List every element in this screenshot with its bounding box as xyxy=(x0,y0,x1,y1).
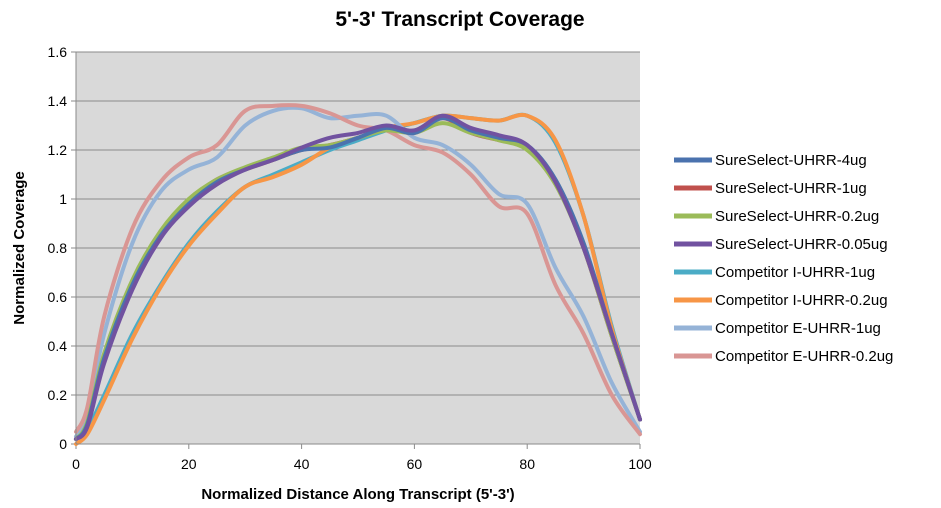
x-tick-label: 60 xyxy=(407,456,423,472)
x-tick-label: 100 xyxy=(628,456,652,472)
y-tick-label: 0 xyxy=(59,436,67,452)
legend-item: Competitor E-UHRR-0.2ug xyxy=(674,348,893,365)
legend-item: Competitor I-UHRR-0.2ug xyxy=(674,292,888,309)
y-tick-label: 0.6 xyxy=(48,289,68,305)
series-line-competitor-e-uhrr-0-2ug xyxy=(74,103,642,437)
legend-label: Competitor E-UHRR-1ug xyxy=(715,320,881,337)
series-lines xyxy=(74,103,642,446)
legend-label: SureSelect-UHRR-1ug xyxy=(715,180,867,197)
legend-label: SureSelect-UHRR-4ug xyxy=(715,152,867,169)
legend-item: Competitor I-UHRR-1ug xyxy=(674,264,875,281)
legend-item: SureSelect-UHRR-4ug xyxy=(674,152,867,169)
y-tick-label: 0.8 xyxy=(48,240,68,256)
x-axis-title: Normalized Distance Along Transcript (5'… xyxy=(201,486,514,503)
chart-title: 5'-3' Transcript Coverage xyxy=(335,8,584,31)
y-tick-label: 1.4 xyxy=(48,93,68,109)
y-tick-label: 1.2 xyxy=(48,142,68,158)
gridlines xyxy=(76,51,640,396)
legend-label: Competitor E-UHRR-0.2ug xyxy=(715,348,893,365)
legend-item: SureSelect-UHRR-0.2ug xyxy=(674,208,879,225)
y-tick-label: 0.4 xyxy=(48,338,68,354)
legend-item: SureSelect-UHRR-0.05ug xyxy=(674,236,888,253)
series-line-sureselect-uhrr-0-05ug xyxy=(74,113,642,442)
legend-item: SureSelect-UHRR-1ug xyxy=(674,180,867,197)
axis-ticks: 0 0.2 0.4 0.6 0.8 1 1.2 1.4 1.6 0 20 40 60 80 100 xyxy=(48,44,652,472)
y-tick-label: 1.6 xyxy=(48,44,68,60)
legend-label: SureSelect-UHRR-0.2ug xyxy=(715,208,879,225)
y-tick-label: 0.2 xyxy=(48,387,68,403)
legend-label: Competitor I-UHRR-1ug xyxy=(715,264,875,281)
legend-label: Competitor I-UHRR-0.2ug xyxy=(715,292,888,309)
y-tick-label: 1 xyxy=(59,191,67,207)
y-axis-title: Normalized Coverage xyxy=(11,171,28,324)
x-tick-label: 0 xyxy=(72,456,80,472)
x-tick-label: 20 xyxy=(181,456,197,472)
legend-label: SureSelect-UHRR-0.05ug xyxy=(715,236,888,253)
x-tick-label: 80 xyxy=(519,456,535,472)
legend: SureSelect-UHRR-4ug SureSelect-UHRR-1ug Su… xyxy=(674,152,893,365)
x-tick-label: 40 xyxy=(294,456,310,472)
legend-item: Competitor E-UHRR-1ug xyxy=(674,320,881,337)
